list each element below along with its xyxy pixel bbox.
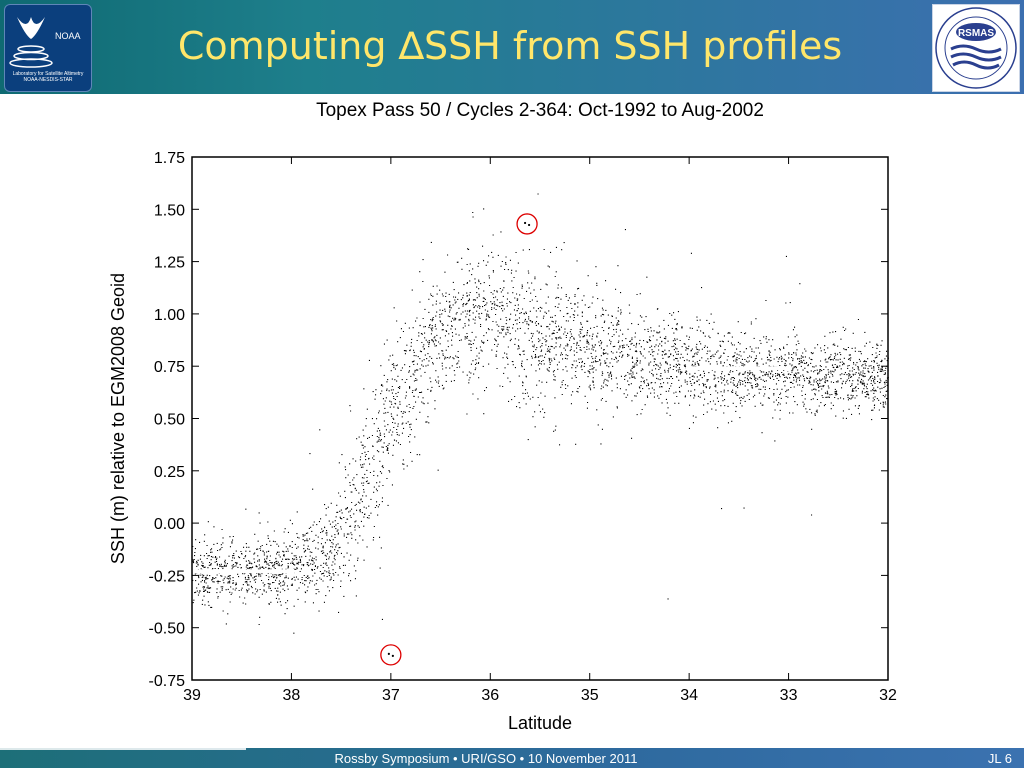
y-tick-label: 1.00 [154, 307, 185, 324]
slide-number: JL 6 [987, 751, 1012, 766]
scatter-points [192, 193, 889, 634]
highlight-markers-layer [380, 213, 538, 666]
rsmas-logo-name: RSMAS [958, 28, 994, 39]
y-tick-label: 0.75 [154, 359, 185, 376]
y-tick-label: 0.00 [154, 516, 185, 533]
highlighted-point [391, 654, 394, 657]
noaa-logo-caption: Laboratory for Satellite Altimetry NOAA-… [12, 71, 84, 83]
plot-frame [191, 156, 889, 681]
ssh-scatter-chart: 39 38 37 36 35 34 33 32 1.75 1.50 1.25 1.00 0.75 0.5… [108, 150, 897, 733]
y-tick-label: -0.50 [149, 621, 186, 638]
y-axis-label: SSH (m) relative to EGM2008 Geoid [108, 273, 128, 564]
y-tick-label: -0.25 [149, 568, 186, 585]
chart-title: Topex Pass 50 / Cycles 2-364: Oct-1992 t… [316, 100, 764, 121]
mean-segments-layer [188, 364, 793, 575]
x-tick-label: 34 [680, 687, 698, 704]
y-axis-ticks: 1.75 1.50 1.25 1.00 0.75 0.50 0.25 0.00 -0.25 -0.… [149, 150, 888, 690]
noaa-logo: NOAA Laboratory for Satellite Altimetry … [4, 4, 92, 92]
highlight-circle [516, 213, 538, 235]
highlighted-point [527, 223, 531, 227]
x-tick-label: 36 [481, 687, 499, 704]
y-tick-label: -0.75 [149, 673, 186, 690]
mean-segment-endpoint [287, 567, 295, 575]
highlighted-point [523, 221, 527, 225]
highlight-circle [380, 644, 402, 666]
scatter-points-layer [192, 193, 889, 634]
y-tick-label: 1.75 [154, 150, 185, 167]
y-tick-label: 0.25 [154, 464, 185, 481]
footer-text: Rossby Symposium • URI/GSO • 10 November… [334, 751, 638, 766]
noaa-emblem-icon [9, 17, 53, 68]
y-tick-label: 1.50 [154, 202, 185, 219]
y-tick-label: 0.50 [154, 412, 185, 429]
highlighted-point [387, 652, 390, 655]
x-axis-ticks: 39 38 37 36 35 34 33 32 [183, 157, 897, 704]
footer-accent-strip [0, 748, 246, 750]
x-tick-label: 33 [780, 687, 798, 704]
rsmas-logo: RSMAS [932, 4, 1020, 92]
slide-title: Computing ∆SSH from SSH profiles [177, 24, 843, 68]
mean-segment-endpoint [685, 364, 693, 372]
mean-segment-endpoint [785, 364, 793, 372]
x-tick-label: 35 [581, 687, 599, 704]
noaa-logo-name: NOAA [55, 31, 81, 41]
x-tick-label: 38 [283, 687, 301, 704]
rsmas-seal-icon: RSMAS [935, 7, 1017, 89]
y-tick-label: 1.25 [154, 255, 185, 272]
slide-header: NOAA Laboratory for Satellite Altimetry … [0, 0, 1024, 94]
x-axis-label: Latitude [508, 713, 572, 733]
x-tick-label: 37 [382, 687, 400, 704]
x-tick-label: 32 [879, 687, 897, 704]
x-tick-label: 39 [183, 687, 201, 704]
slide-footer: Rossby Symposium • URI/GSO • 10 November… [0, 748, 1024, 768]
